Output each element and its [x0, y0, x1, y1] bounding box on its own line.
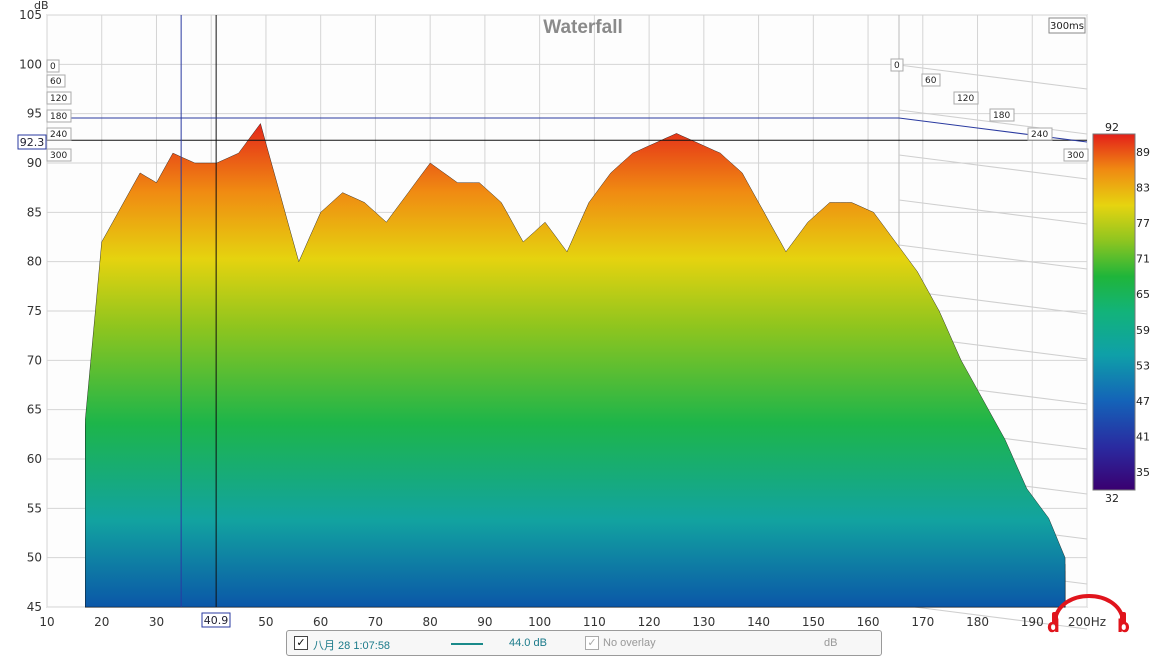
colorbar-tick: 47	[1136, 395, 1150, 408]
y-tick-label: 100	[19, 57, 42, 71]
x-tick-label: 90	[477, 615, 492, 629]
x-tick-label: 120	[638, 615, 661, 629]
cursor-crosshair	[47, 15, 1088, 607]
x-tick-label: 110	[583, 615, 606, 629]
time-tick-right: 0	[894, 61, 900, 71]
time-tick-left: 240	[50, 130, 67, 140]
time-tick-left: 180	[50, 112, 67, 122]
x-tick-label: 190	[1021, 615, 1044, 629]
x-tick-label: 170	[911, 615, 934, 629]
x-tick-label: 180	[966, 615, 989, 629]
x-axis: 1020304050607080901001101201301401501601…	[39, 615, 1106, 629]
waterfall-surface	[84, 122, 1067, 608]
x-tick-label: 80	[423, 615, 438, 629]
colorbar-ticks: 89 83 77 71 65 59 53 47 41 35	[1136, 146, 1150, 479]
x-tick-label: 20	[94, 615, 109, 629]
time-tick-left: 300	[50, 151, 67, 161]
freq-readout-value: 40.9	[204, 614, 229, 627]
y-tick-label: 95	[27, 107, 42, 121]
colorbar-max: 92	[1105, 121, 1119, 134]
time-tick-box	[989, 108, 1015, 122]
y-tick-label: 75	[27, 304, 42, 318]
colorbar-tick: 59	[1136, 324, 1150, 337]
time-tick-box	[953, 91, 979, 105]
chart-title: Waterfall	[543, 17, 623, 38]
y-tick-label: 50	[27, 551, 42, 565]
time-tick-left: 60	[50, 77, 62, 87]
level-readout-value: 92.3	[20, 136, 45, 149]
y-tick-label: 55	[27, 501, 42, 515]
x-tick-label: 150	[802, 615, 825, 629]
time-tick-box	[1027, 127, 1053, 141]
x-tick-label: 160	[857, 615, 880, 629]
y-tick-label: 60	[27, 452, 42, 466]
x-tick-label: 200Hz	[1068, 615, 1106, 629]
y-tick-label: 45	[27, 600, 42, 614]
y-tick-label: 65	[27, 403, 42, 417]
time-axis: 0 60 120 180 240 300 0 60 120 180 240 300	[46, 58, 1089, 162]
time-tick-box	[46, 148, 72, 162]
time-tick-box	[46, 74, 66, 88]
y-tick-label: 105	[19, 8, 42, 22]
window-label-box: 300ms	[1048, 17, 1086, 34]
overlay-unit: dB	[824, 637, 838, 649]
cursor-secondary-horizontal-persp	[898, 117, 1088, 143]
colorbar-tick: 35	[1136, 466, 1150, 479]
x-tick-label: 140	[747, 615, 770, 629]
waterfall-slice	[85, 122, 1066, 608]
time-tick-box	[46, 109, 72, 123]
colorbar-tick: 41	[1136, 431, 1150, 444]
y-axis: 45 50 55 60 65 70 75 80 85 90 95 100 105	[19, 8, 42, 614]
trace-value: 44.0 dB	[509, 637, 547, 649]
colorbar	[1092, 133, 1136, 491]
time-tick-box	[46, 127, 72, 141]
rew-logo-icon: d b	[1047, 594, 1130, 637]
freq-readout: 40.9	[201, 612, 231, 628]
colorbar-tick: 53	[1136, 359, 1150, 372]
svg-text:d: d	[1047, 616, 1060, 637]
colorbar-tick: 89	[1136, 146, 1150, 159]
x-tick-label: 30	[149, 615, 164, 629]
x-tick-label: 50	[258, 615, 273, 629]
time-tick-box	[890, 58, 904, 72]
time-tick-left: 120	[50, 94, 67, 104]
time-tick-box	[1063, 148, 1089, 162]
legend-bar: ✓ 八月 28 1:07:58 44.0 dB ✓ No overlay dB	[286, 630, 882, 656]
x-tick-label: 100	[528, 615, 551, 629]
overlay-label: No overlay	[603, 637, 656, 649]
time-tick-right: 240	[1031, 130, 1048, 140]
level-readout: 92.3	[17, 134, 47, 150]
y-tick-label: 85	[27, 205, 42, 219]
time-tick-right: 120	[957, 94, 974, 104]
y-tick-label: 70	[27, 353, 42, 367]
time-tick-right: 180	[993, 111, 1010, 121]
time-tick-box	[46, 59, 60, 73]
colorbar-tick: 65	[1136, 288, 1150, 301]
window-label: 300ms	[1050, 21, 1084, 32]
y-unit-label: dB	[34, 0, 49, 12]
colorbar-tick: 71	[1136, 253, 1150, 266]
overlay-checkbox[interactable]: ✓	[585, 636, 599, 650]
time-tick-right: 300	[1067, 151, 1084, 161]
x-tick-label: 70	[368, 615, 383, 629]
x-tick-label: 10	[39, 615, 54, 629]
y-tick-label: 80	[27, 255, 42, 269]
svg-text:b: b	[1117, 616, 1130, 637]
time-tick-left: 0	[50, 62, 56, 72]
colorbar-min: 32	[1105, 492, 1119, 505]
colorbar-tick: 77	[1136, 217, 1150, 230]
y-tick-label: 90	[27, 156, 42, 170]
trace-checkbox[interactable]: ✓	[294, 636, 308, 650]
time-tick-right: 60	[925, 76, 937, 86]
time-tick-box	[921, 73, 941, 87]
trace-label: 八月 28 1:07:58	[313, 640, 391, 652]
x-tick-label: 130	[692, 615, 715, 629]
time-tick-box	[46, 91, 72, 105]
colorbar-tick: 83	[1136, 181, 1150, 194]
trace-color-swatch	[451, 643, 483, 645]
x-tick-label: 60	[313, 615, 328, 629]
